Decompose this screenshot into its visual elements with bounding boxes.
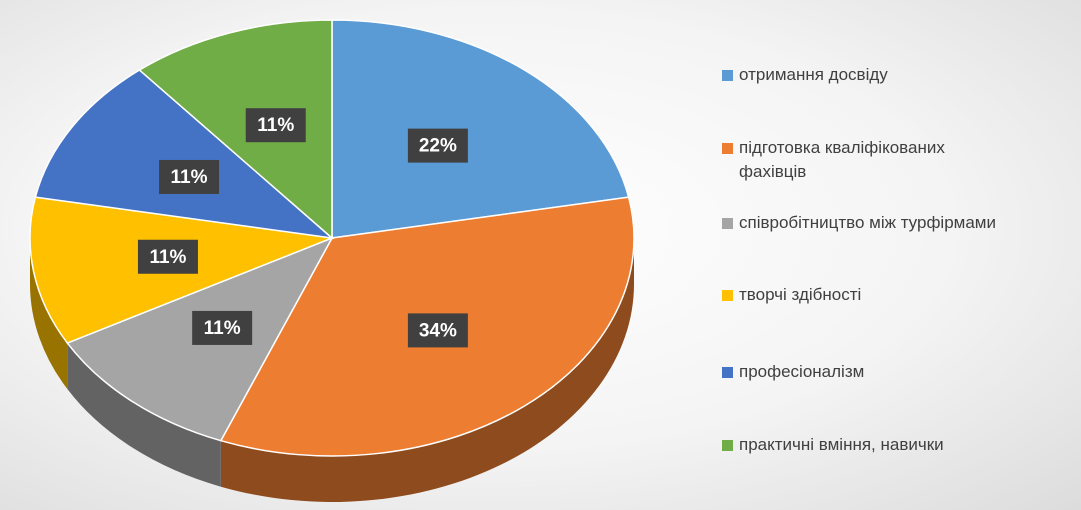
data-label: 11% bbox=[257, 115, 294, 136]
legend-label: практичні вміння, навички bbox=[739, 435, 944, 454]
legend-item: творчі здібності bbox=[722, 283, 1077, 307]
legend-label: підготовка кваліфікованих фахівців bbox=[739, 138, 945, 181]
data-label-box bbox=[137, 239, 198, 274]
data-label-box bbox=[407, 128, 468, 163]
data-label: 22% bbox=[419, 136, 457, 157]
legend-item: отримання досвіду bbox=[722, 63, 1077, 87]
data-label-box bbox=[407, 313, 468, 348]
legend-label: співробітництво між турфірмами bbox=[739, 213, 996, 232]
data-label: 34% bbox=[419, 320, 457, 341]
data-label-box bbox=[159, 159, 220, 194]
chart: 22% 34% 11% 11% 11% 11% bbox=[29, 19, 635, 502]
legend-swatch bbox=[722, 440, 733, 451]
pie-slice bbox=[138, 19, 333, 240]
legend-item: співробітництво між турфірмами bbox=[722, 211, 1077, 235]
legend-item: професіоналізм bbox=[722, 360, 1077, 384]
data-label-box bbox=[192, 310, 253, 345]
legend-label: отримання досвіду bbox=[739, 65, 888, 84]
pie-side bbox=[220, 238, 634, 502]
data-label-box bbox=[245, 108, 306, 143]
data-label: 11% bbox=[149, 247, 186, 268]
legend-label: творчі здібності bbox=[739, 285, 862, 304]
legend-swatch bbox=[722, 143, 733, 154]
legend-swatch bbox=[722, 290, 733, 301]
data-label: 11% bbox=[204, 318, 241, 339]
data-label: 11% bbox=[171, 167, 208, 188]
pie-slice bbox=[34, 69, 335, 240]
pie-side bbox=[67, 343, 221, 487]
legend-item: підготовка кваліфікованих фахівців bbox=[722, 136, 1077, 184]
pie-slice bbox=[331, 19, 630, 239]
legend-item: практичні вміння, навички bbox=[722, 433, 1077, 457]
legend-swatch bbox=[722, 367, 733, 378]
legend-label: професіоналізм bbox=[739, 362, 865, 381]
legend-swatch bbox=[722, 218, 733, 229]
legend-swatch bbox=[722, 70, 733, 81]
